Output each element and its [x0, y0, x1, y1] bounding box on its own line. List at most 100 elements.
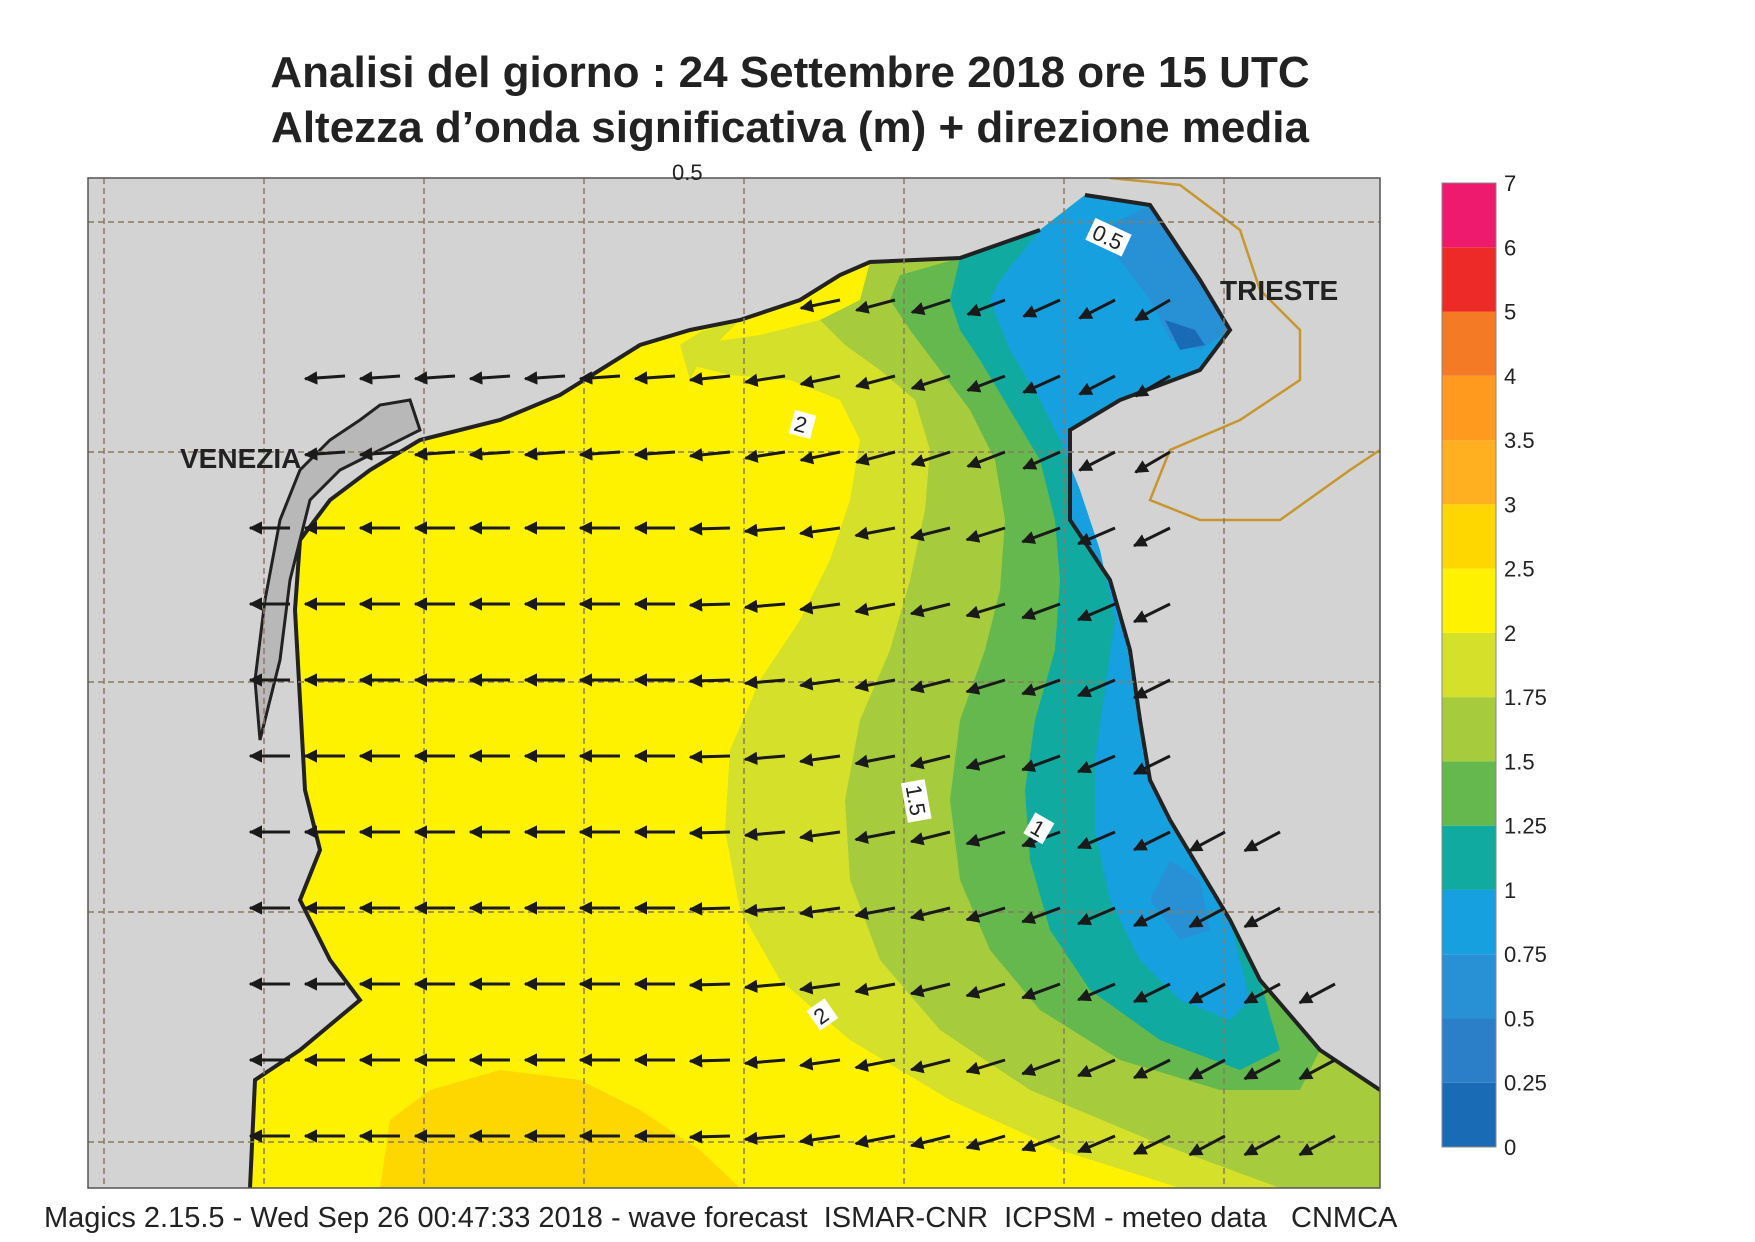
wave-arrow — [1077, 1134, 1116, 1154]
wave-arrow — [688, 598, 731, 612]
colorbar-legend: 0 0.25 0.5 0.75 1 1.25 1.5 1.75 2 2.5 3 3.5 4 5 6 7 — [1441, 171, 1547, 1160]
wave-arrow — [303, 447, 346, 461]
wave-arrow — [1132, 602, 1171, 624]
colorbar-tick-label: 0.5 — [1504, 1006, 1535, 1031]
sea-0.25-0.5 — [1165, 320, 1205, 350]
wave-arrow — [799, 981, 841, 995]
wave-arrow — [1077, 906, 1116, 926]
colorbar-swatch — [1442, 440, 1496, 505]
wave-arrow — [799, 450, 841, 465]
wave-arrow — [910, 450, 951, 468]
wave-arrow — [744, 449, 786, 463]
wave-arrow — [966, 374, 1006, 393]
wave-arrow — [1021, 982, 1061, 1000]
wave-arrow — [523, 371, 566, 385]
wave-arrow — [910, 374, 951, 392]
wave-arrow — [1022, 450, 1061, 470]
wave-arrow — [909, 906, 951, 922]
wave-arrow — [1021, 602, 1061, 620]
colorbar-swatch — [1442, 183, 1496, 248]
colorbar-tick-label: 6 — [1504, 235, 1516, 260]
colorbar-tick-label: 3.5 — [1504, 428, 1535, 453]
wave-arrow — [633, 371, 676, 385]
venice-lagoon — [253, 398, 422, 741]
colorbar-tick-label: 3 — [1504, 492, 1516, 517]
wave-arrow — [854, 1134, 896, 1148]
wave-arrow — [1132, 678, 1171, 700]
wave-arrow — [688, 1054, 731, 1068]
wave-arrow — [468, 447, 511, 461]
wave-arrow — [1188, 1058, 1226, 1081]
wave-arrow — [1132, 1134, 1171, 1156]
wave-arrow — [688, 1130, 731, 1144]
wave-arrow — [1134, 298, 1171, 322]
wave-arrow — [743, 751, 786, 766]
wave-arrow — [1132, 1058, 1171, 1080]
wave-arrow — [1188, 830, 1226, 853]
wave-arrow — [799, 1057, 841, 1071]
wave-arrow — [854, 906, 896, 920]
wave-arrow — [965, 830, 1006, 847]
wave-arrow — [965, 1134, 1006, 1151]
sea-2.5-3 — [380, 1070, 740, 1188]
wave-arrow — [1132, 982, 1171, 1004]
colorbar-swatch — [1442, 954, 1496, 1019]
wave-arrow — [1243, 1134, 1281, 1157]
wave-arrow — [1188, 982, 1226, 1005]
wave-arrow — [1243, 1058, 1281, 1081]
contour-label: 1.5 — [901, 783, 931, 817]
sea-0.75-1 — [990, 195, 1250, 1020]
colorbar-swatch — [1442, 825, 1496, 890]
wave-arrow — [744, 373, 786, 387]
wave-arrow — [1298, 1134, 1336, 1157]
city-label-venezia: VENEZIA — [180, 443, 301, 474]
wave-arrow — [1021, 754, 1061, 772]
colorbar-tick-label: 1.5 — [1504, 749, 1535, 774]
wave-arrow — [523, 447, 566, 461]
wave-arrow — [1021, 906, 1061, 924]
wave-arrow — [1077, 830, 1116, 850]
wave-arrow — [1243, 830, 1281, 853]
wave-arrow — [966, 298, 1006, 317]
colorbar-tick-label: 2 — [1504, 621, 1516, 646]
wave-arrow — [1077, 678, 1116, 698]
wave-arrow — [743, 1055, 786, 1070]
wave-arrow — [854, 1058, 896, 1072]
wave-arrow — [1021, 1134, 1061, 1152]
wave-arrow — [578, 371, 621, 385]
colorbar-tick-label: 5 — [1504, 300, 1516, 325]
wave-arrow — [1188, 906, 1226, 929]
wave-arrow — [965, 1058, 1006, 1075]
wave-arrow — [799, 677, 841, 691]
sea-1.75-2-north — [680, 320, 740, 380]
wave-arrow — [743, 979, 786, 994]
colorbar-swatch — [1442, 247, 1496, 312]
colorbar-tick-label: 1.25 — [1504, 814, 1547, 839]
wave-arrow — [909, 602, 951, 618]
map-frame — [87, 177, 1381, 1189]
wave-arrow — [909, 830, 951, 846]
wave-arrow — [688, 978, 731, 992]
wave-arrow — [1188, 1134, 1226, 1157]
colorbar-tick-label: 2.5 — [1504, 557, 1535, 582]
wave-arrow — [1132, 906, 1171, 928]
colorbar-swatch — [1442, 1018, 1496, 1083]
wave-arrow — [965, 678, 1006, 695]
colorbar-swatch — [1442, 632, 1496, 698]
wave-arrow — [468, 371, 511, 385]
wave-arrow — [909, 982, 951, 998]
wave-arrow — [910, 298, 951, 316]
colorbar-swatch — [1442, 889, 1496, 955]
wave-direction-arrows — [248, 298, 1336, 1157]
colorbar-swatch — [1442, 1082, 1496, 1147]
map-title: Analisi del giorno : 24 Settembre 2018 o… — [270, 48, 1310, 97]
wave-arrow — [1022, 298, 1061, 318]
wave-arrow — [633, 447, 676, 461]
wave-arrow — [909, 1058, 951, 1074]
wave-arrow — [799, 525, 841, 539]
national-border — [1109, 178, 1380, 522]
wave-arrow — [1021, 678, 1061, 696]
wave-arrow — [799, 374, 841, 389]
wave-arrow — [743, 523, 786, 538]
wave-arrow — [854, 678, 896, 692]
